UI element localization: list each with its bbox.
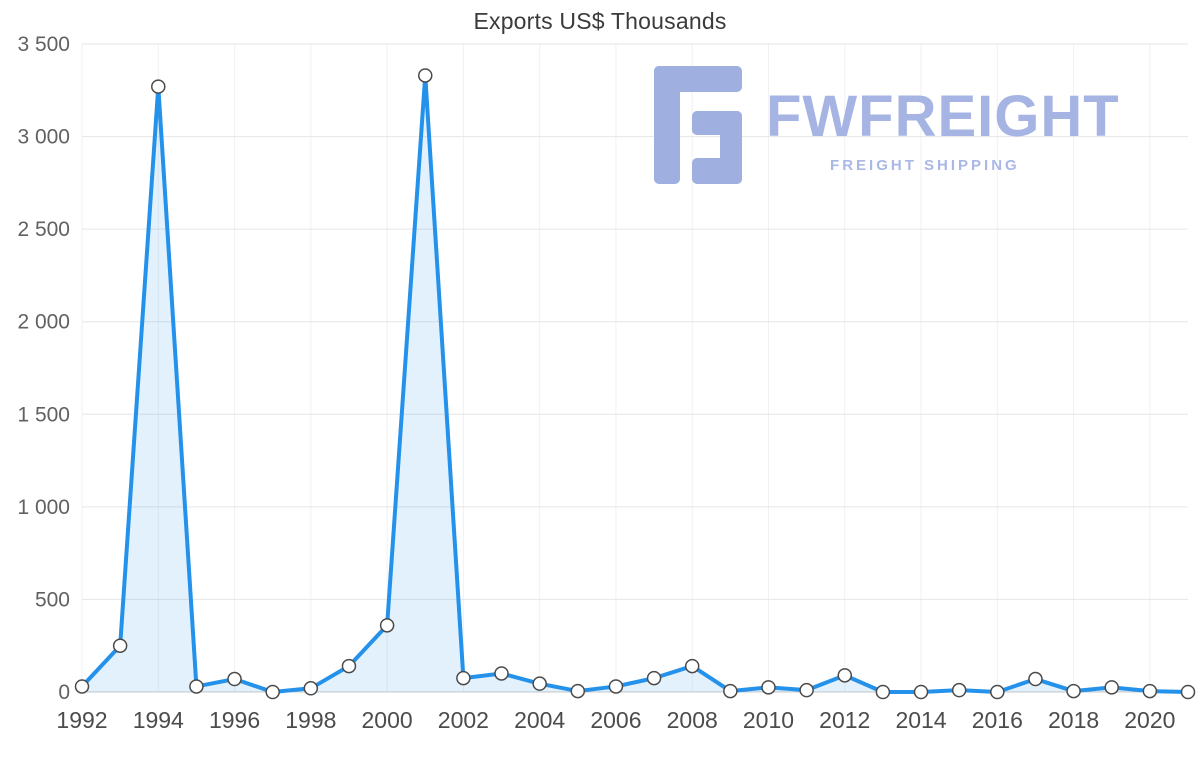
series-markers <box>74 68 1196 700</box>
data-point[interactable] <box>990 684 1005 700</box>
chart-title: Exports US$ Thousands <box>473 8 727 34</box>
y-tick-label: 3 500 <box>17 33 70 56</box>
x-tick-label: 2002 <box>438 707 489 733</box>
y-tick-label: 1 000 <box>17 496 70 519</box>
data-point[interactable] <box>646 670 662 686</box>
data-point[interactable] <box>227 671 242 687</box>
x-tick-label: 2006 <box>590 707 641 733</box>
data-point[interactable] <box>723 683 738 699</box>
data-point[interactable] <box>608 679 624 694</box>
data-point[interactable] <box>570 683 586 699</box>
data-point[interactable] <box>837 668 853 683</box>
data-point[interactable] <box>532 676 547 691</box>
data-point[interactable] <box>1104 680 1119 695</box>
data-point[interactable] <box>761 680 776 695</box>
data-point[interactable] <box>1028 671 1043 687</box>
data-point[interactable] <box>1142 683 1158 699</box>
data-point[interactable] <box>341 658 357 674</box>
horizontal-gridlines <box>82 43 1188 693</box>
data-point[interactable] <box>417 68 433 83</box>
y-tick-label: 2 500 <box>17 218 70 241</box>
data-point[interactable] <box>112 638 128 653</box>
data-point[interactable] <box>74 679 90 694</box>
y-tick-label: 0 <box>58 681 70 704</box>
data-point[interactable] <box>379 618 395 633</box>
x-axis-labels: 1992 1994 1996 1998 2000 2002 2004 2006 2008 2010… <box>56 707 1175 733</box>
data-point[interactable] <box>684 658 700 674</box>
x-tick-label: 2016 <box>972 707 1023 733</box>
data-point[interactable] <box>456 670 471 686</box>
x-tick-label: 2020 <box>1124 707 1175 733</box>
x-tick-label: 2000 <box>362 707 413 733</box>
data-point[interactable] <box>951 682 967 698</box>
data-point[interactable] <box>303 681 319 696</box>
data-point[interactable] <box>1066 683 1081 699</box>
data-point[interactable] <box>799 682 814 698</box>
data-point[interactable] <box>265 684 280 700</box>
y-axis-labels: 0 500 1 000 1 500 2 000 2 500 3 000 3 500 <box>17 33 70 704</box>
x-tick-label: 2018 <box>1048 707 1099 733</box>
x-tick-label: 1998 <box>285 707 336 733</box>
data-point[interactable] <box>494 666 509 681</box>
data-point[interactable] <box>1180 684 1196 700</box>
x-tick-label: 1992 <box>56 707 107 733</box>
y-tick-label: 3 000 <box>17 126 70 149</box>
vertical-gridlines <box>81 44 1151 692</box>
x-tick-label: 2010 <box>743 707 794 733</box>
data-point[interactable] <box>875 684 891 700</box>
x-tick-label: 2012 <box>819 707 870 733</box>
y-tick-label: 500 <box>35 588 70 611</box>
x-tick-label: 2004 <box>514 707 565 733</box>
data-point[interactable] <box>189 679 204 694</box>
y-tick-label: 2 000 <box>17 311 70 334</box>
data-point[interactable] <box>913 684 929 700</box>
x-tick-label: 1996 <box>209 707 260 733</box>
x-tick-label: 2008 <box>667 707 718 733</box>
data-point[interactable] <box>151 79 166 94</box>
x-tick-label: 1994 <box>133 707 184 733</box>
y-tick-label: 1 500 <box>17 403 70 426</box>
x-tick-label: 2014 <box>895 707 946 733</box>
